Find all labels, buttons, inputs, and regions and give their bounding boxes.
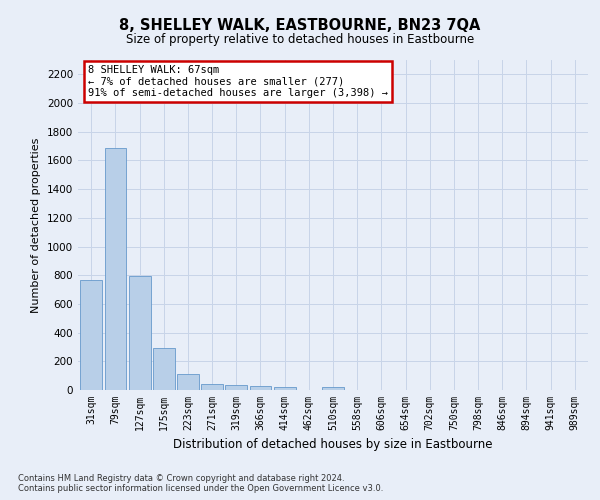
Bar bbox=[322, 387, 344, 390]
Bar bbox=[274, 387, 296, 390]
Text: 8 SHELLEY WALK: 67sqm
← 7% of detached houses are smaller (277)
91% of semi-deta: 8 SHELLEY WALK: 67sqm ← 7% of detached h… bbox=[88, 65, 388, 98]
Bar bbox=[80, 280, 102, 390]
Bar bbox=[177, 374, 199, 390]
X-axis label: Distribution of detached houses by size in Eastbourne: Distribution of detached houses by size … bbox=[173, 438, 493, 452]
Bar bbox=[153, 348, 175, 390]
Bar bbox=[129, 276, 151, 390]
Y-axis label: Number of detached properties: Number of detached properties bbox=[31, 138, 41, 312]
Text: Contains HM Land Registry data © Crown copyright and database right 2024.: Contains HM Land Registry data © Crown c… bbox=[18, 474, 344, 483]
Bar bbox=[250, 386, 271, 390]
Text: 8, SHELLEY WALK, EASTBOURNE, BN23 7QA: 8, SHELLEY WALK, EASTBOURNE, BN23 7QA bbox=[119, 18, 481, 32]
Text: Size of property relative to detached houses in Eastbourne: Size of property relative to detached ho… bbox=[126, 32, 474, 46]
Bar bbox=[226, 386, 247, 390]
Text: Contains public sector information licensed under the Open Government Licence v3: Contains public sector information licen… bbox=[18, 484, 383, 493]
Bar bbox=[104, 148, 127, 390]
Bar bbox=[201, 384, 223, 390]
